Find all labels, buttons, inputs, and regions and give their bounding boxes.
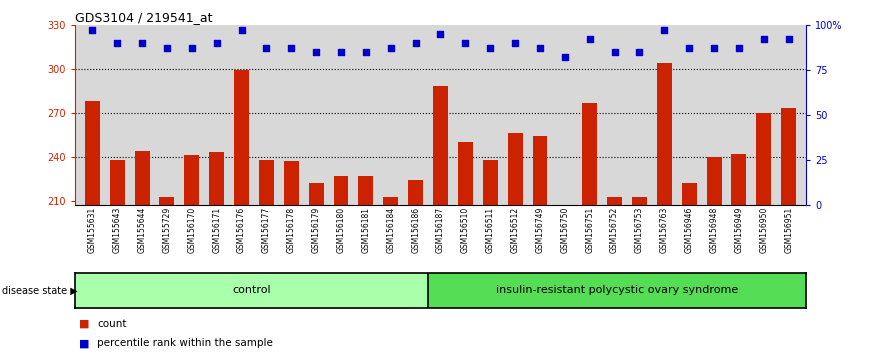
Point [781,36,796,42]
Bar [110,160,124,205]
Point [508,40,522,46]
Bar [284,161,299,205]
Point [608,49,622,55]
Bar [532,136,547,205]
Point [234,27,248,33]
Point [135,40,149,46]
Text: GDS3104 / 219541_at: GDS3104 / 219541_at [75,11,212,24]
Bar [308,183,323,205]
Bar [383,196,398,205]
Point [657,27,671,33]
Bar [757,113,771,205]
Bar [507,133,522,205]
Point [757,36,771,42]
Bar [582,103,597,205]
Bar [731,154,746,205]
Point [458,40,472,46]
Point [732,45,746,51]
Point [259,45,273,51]
Text: ■: ■ [79,319,90,329]
Point [483,45,497,51]
Bar [607,196,622,205]
Bar [259,160,274,205]
Bar [334,176,349,205]
Point [210,40,224,46]
Point [85,27,100,33]
Bar [184,155,199,205]
Text: disease state ▶: disease state ▶ [2,285,78,295]
Bar [433,86,448,205]
Point [433,31,448,37]
Text: percentile rank within the sample: percentile rank within the sample [97,338,273,348]
Point [110,40,124,46]
Bar [657,63,672,205]
Point [533,45,547,51]
Bar [632,196,647,205]
Bar [483,160,498,205]
Point [582,36,596,42]
Point [633,49,647,55]
Point [309,49,323,55]
Bar [458,142,473,205]
Bar [85,101,100,205]
Point [359,49,373,55]
Bar [682,183,697,205]
Bar [359,176,374,205]
Point [285,45,299,51]
Bar [159,196,174,205]
Text: count: count [97,319,126,329]
Point [159,45,174,51]
Bar [408,181,423,205]
Point [334,49,348,55]
Text: insulin-resistant polycystic ovary syndrome: insulin-resistant polycystic ovary syndr… [496,285,738,295]
Bar [135,151,150,205]
Text: ■: ■ [79,338,90,348]
Bar [707,157,722,205]
Bar [234,70,249,205]
Point [185,45,199,51]
Point [682,45,696,51]
Text: control: control [232,285,270,295]
Bar [209,153,224,205]
Point [384,45,398,51]
Point [409,40,423,46]
Point [707,45,722,51]
Point [558,55,572,60]
Bar [781,108,796,205]
